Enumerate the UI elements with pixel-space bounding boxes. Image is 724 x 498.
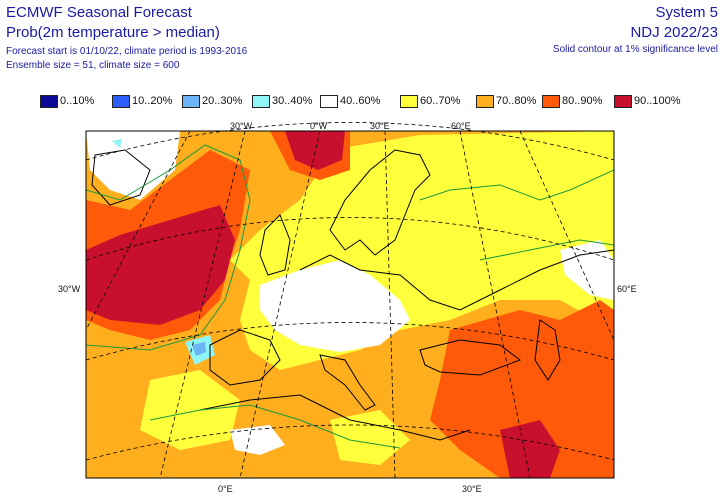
coastline-scandinavia [329,149,431,256]
coastline-africa [199,394,471,441]
map-frame [85,130,615,479]
coastline-britain [259,214,291,276]
coastline-turkey [419,339,522,376]
lon-line-2 [239,130,321,479]
lon-line-4 [459,130,531,479]
fill-60-70-africa [140,370,240,450]
fill-80-90-east [430,300,614,478]
coastline-greenland [91,149,151,206]
lat-line-1 [85,122,615,161]
system-label: System 5 [655,4,718,21]
legend-label: 70..80% [496,95,537,107]
legend-label: 0..10% [60,95,95,107]
fill-40-60-europe [260,260,410,352]
lon-top-label-1: 30°W [230,121,253,131]
chart-title: ECMWF Seasonal Forecast [6,4,192,21]
coastline-caspian [534,319,561,381]
significance-contours [86,144,614,449]
forecast-info: Forecast start is 01/10/22, climate peri… [6,46,248,57]
fill-30-40-greenland [112,139,122,148]
fill-90-100-mideast [500,420,560,478]
legend-swatch [320,95,338,108]
contour-russia [419,169,614,201]
chart-subtitle: Prob(2m temperature > median) [6,24,220,41]
legend-label: 40..60% [340,95,381,107]
legend-swatch [400,95,418,108]
legend-label: 90..100% [634,95,681,107]
lon-top-label-2: 0°W [310,121,328,131]
lat-left-label: 30°W [58,284,81,294]
fill-40-60-north [86,131,180,200]
legend-label: 10..20% [132,95,173,107]
lon-line-6 [85,130,191,331]
coastline-italy [319,354,376,411]
lat-line-2 [85,217,615,261]
lat-line-3 [85,322,615,361]
lon-line-5 [519,130,615,341]
coastline-iberia [209,329,281,386]
legend-label: 30..40% [272,95,313,107]
lon-bottom-label-2: 30°E [462,484,482,494]
legend-swatch [614,95,632,108]
coastlines [91,149,614,441]
significance-note: Solid contour at 1% significance level [552,44,718,55]
legend-swatch [182,95,200,108]
fill-90-100-arctic [285,131,345,170]
period-label: NDJ 2022/23 [630,24,718,41]
legend-label: 60..70% [420,95,461,107]
fill-60-70-med [330,410,410,465]
lat-line-4 [85,424,615,461]
legend-swatch [40,95,58,108]
coastline-europe [299,249,614,311]
fill-40-60-east [560,240,614,300]
lon-line-3 [384,130,396,479]
legend-label: 80..90% [562,95,603,107]
legend-swatch [476,95,494,108]
lon-top-label-4: 60°E [451,121,471,131]
graticule [85,122,615,479]
legend-swatch [112,95,130,108]
lat-right-label: 60°E [617,284,637,294]
legend-swatch [542,95,560,108]
lon-line-1 [159,130,246,479]
contour-east [479,239,614,261]
lon-top-label-3: 30°E [370,121,390,131]
lon-bottom-label-1: 0°E [218,484,233,494]
contour-atlantic [86,144,251,351]
ensemble-info: Ensemble size = 51, climate size = 600 [6,60,180,71]
fill-90-100-atlantic [86,205,235,325]
fill-40-60-sahara [230,425,285,455]
legend-swatch [252,95,270,108]
fill-20-30-iberia [192,342,206,356]
contour-africa [149,404,401,449]
legend-label: 20..30% [202,95,243,107]
